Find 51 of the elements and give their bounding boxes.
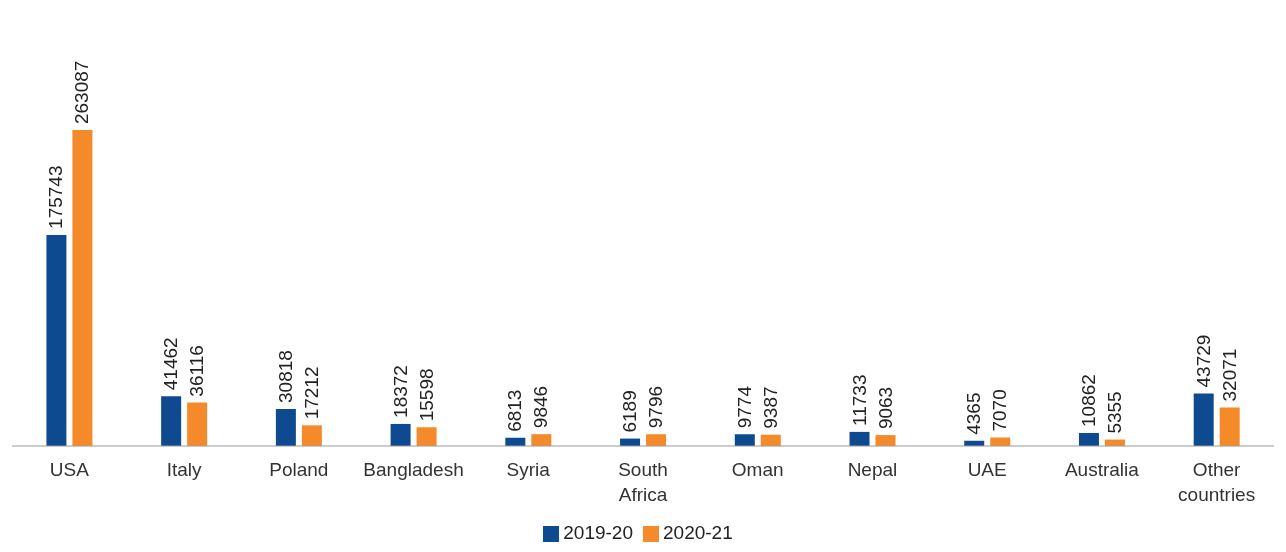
data-label: 6813	[504, 389, 526, 432]
bar	[275, 408, 296, 446]
data-label: 9796	[645, 385, 667, 429]
data-label: 263087	[71, 60, 93, 124]
legend-label: 2019-20	[563, 522, 633, 543]
data-label: 7070	[989, 389, 1011, 432]
x-tick-label: Italy	[166, 459, 203, 480]
bar	[531, 434, 552, 446]
data-label: 6189	[619, 390, 641, 433]
data-label: 175743	[45, 165, 67, 229]
bar	[1193, 393, 1214, 446]
bar	[416, 427, 437, 446]
bar	[849, 431, 870, 446]
data-label: 4365	[963, 392, 985, 435]
x-tick-label: USA	[49, 459, 90, 480]
data-label: 9387	[759, 386, 781, 429]
x-tick-label: Other countries	[1178, 459, 1256, 505]
bar	[72, 130, 93, 446]
x-tick-label: UAE	[967, 459, 1007, 480]
x-tick-label: Bangladesh	[363, 459, 464, 480]
x-tick-label: South Africa	[618, 459, 668, 505]
data-label: 9846	[530, 385, 552, 429]
bar	[875, 435, 896, 446]
data-label: 15598	[415, 368, 437, 422]
bar	[1219, 407, 1240, 446]
legend-label: 2020-21	[663, 522, 733, 543]
x-tick-label: Nepal	[847, 459, 898, 480]
data-label: 36116	[186, 345, 208, 397]
data-label: 9063	[874, 386, 896, 430]
x-tick-label: Poland	[269, 459, 329, 480]
data-label: 11733	[848, 374, 870, 426]
data-label: 18372	[389, 365, 411, 418]
data-label: 10862	[1077, 374, 1099, 427]
bar	[1078, 432, 1099, 446]
bar	[46, 234, 67, 446]
bar	[646, 434, 667, 446]
bar	[187, 402, 208, 446]
bar	[301, 425, 322, 446]
data-label: 43729	[1192, 334, 1214, 388]
x-tick-label: Australia	[1064, 459, 1140, 480]
x-tick-label: Syria	[506, 459, 551, 480]
data-label: 5355	[1103, 391, 1125, 434]
bar	[161, 396, 182, 446]
data-label: 9774	[733, 385, 755, 429]
data-label: 41462	[160, 337, 182, 391]
bar	[734, 434, 755, 446]
data-label: 17212	[300, 366, 322, 420]
data-label: 32071	[1218, 348, 1240, 402]
x-tick-label: Oman	[731, 459, 784, 480]
bar	[390, 423, 411, 446]
data-label: 30818	[274, 350, 296, 403]
